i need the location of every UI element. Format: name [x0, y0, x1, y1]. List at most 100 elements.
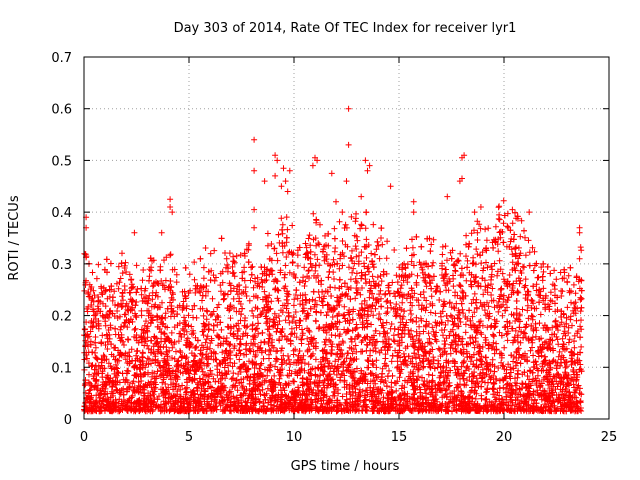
data-point	[200, 264, 207, 271]
data-point	[500, 363, 507, 370]
data-point	[168, 329, 175, 336]
data-point	[462, 321, 469, 328]
data-point	[293, 334, 300, 341]
data-point	[391, 338, 398, 345]
data-point	[405, 330, 412, 337]
data-point	[154, 396, 161, 403]
data-point	[376, 291, 383, 298]
data-point	[388, 384, 395, 391]
data-point	[504, 304, 510, 311]
data-point	[292, 309, 299, 315]
data-point	[159, 379, 166, 386]
data-point	[218, 288, 224, 295]
data-point	[384, 238, 391, 245]
data-point	[522, 252, 529, 259]
data-point	[489, 285, 496, 292]
data-point	[229, 263, 236, 270]
data-point	[522, 324, 529, 331]
data-point	[489, 343, 496, 350]
data-point	[398, 361, 405, 368]
data-point	[233, 335, 240, 342]
data-point	[309, 296, 316, 303]
data-point	[143, 318, 149, 325]
data-point	[303, 250, 310, 257]
data-point	[578, 247, 585, 254]
data-point	[167, 251, 174, 258]
data-point	[173, 348, 179, 355]
data-point	[445, 317, 451, 324]
data-point	[464, 377, 470, 384]
data-point	[423, 304, 430, 311]
data-point	[289, 222, 296, 229]
data-point	[352, 295, 359, 302]
data-point	[353, 253, 360, 260]
data-point	[530, 352, 537, 359]
data-point	[463, 253, 469, 260]
data-point	[294, 295, 301, 302]
data-point	[374, 274, 381, 281]
data-point	[276, 318, 283, 324]
data-point	[191, 352, 198, 359]
data-point	[233, 253, 240, 259]
data-point	[333, 371, 340, 378]
data-point	[169, 344, 176, 351]
data-point	[528, 312, 535, 319]
data-point	[578, 326, 585, 333]
data-point	[506, 272, 513, 278]
data-point	[565, 339, 572, 346]
data-point	[428, 340, 434, 347]
data-point	[432, 310, 439, 317]
data-point	[293, 324, 300, 331]
data-point	[322, 341, 329, 348]
data-point	[485, 303, 492, 310]
data-point	[388, 321, 395, 327]
data-point	[500, 276, 507, 283]
data-point	[251, 365, 258, 371]
data-point	[357, 225, 364, 232]
data-point	[378, 278, 385, 285]
data-point	[200, 332, 207, 339]
data-point	[224, 261, 231, 268]
chart-title: Day 303 of 2014, Rate Of TEC Index for r…	[174, 21, 517, 36]
data-point	[519, 306, 526, 313]
data-point	[460, 310, 467, 317]
data-point	[234, 291, 241, 298]
data-point	[509, 220, 516, 227]
grid	[84, 57, 609, 419]
data-point	[325, 302, 332, 309]
data-point	[577, 323, 584, 330]
data-point	[209, 295, 216, 302]
data-point	[408, 327, 415, 334]
data-point	[223, 255, 230, 262]
data-point	[333, 351, 340, 358]
data-point	[565, 330, 572, 336]
data-point	[377, 287, 384, 294]
data-point	[271, 310, 278, 317]
data-point	[304, 335, 311, 342]
data-point	[219, 349, 226, 356]
data-point	[404, 261, 411, 268]
data-point	[428, 241, 435, 248]
data-point	[274, 257, 281, 264]
data-point	[409, 302, 416, 309]
data-point	[416, 323, 423, 330]
data-point	[420, 364, 426, 371]
data-point	[464, 315, 471, 322]
data-point	[204, 333, 211, 340]
data-point	[354, 365, 360, 372]
data-point	[379, 241, 386, 248]
data-point	[428, 293, 435, 300]
data-point	[122, 259, 129, 266]
data-point	[366, 294, 373, 301]
data-point	[350, 265, 357, 272]
data-point	[519, 381, 526, 388]
data-point	[454, 257, 461, 264]
data-point	[349, 247, 355, 254]
data-point	[464, 257, 471, 264]
data-point	[439, 251, 446, 258]
data-point	[218, 326, 225, 333]
data-point	[504, 337, 511, 344]
data-point	[547, 289, 554, 296]
data-point	[358, 221, 365, 228]
data-point	[352, 326, 359, 333]
